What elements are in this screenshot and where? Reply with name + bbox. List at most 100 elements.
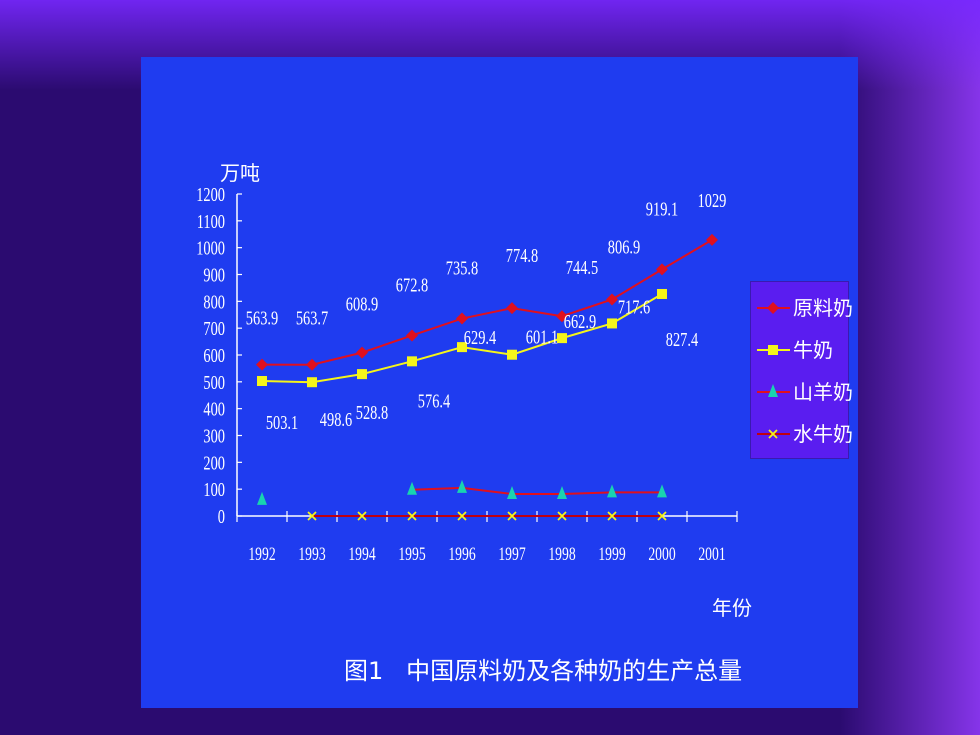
- series-2-point: [407, 356, 417, 367]
- y-tick-label: 800: [203, 290, 225, 313]
- data-label-series-1: 806.9: [608, 235, 640, 258]
- data-label-series-2: 576.4: [418, 389, 451, 412]
- data-label-series-2: 629.4: [464, 326, 497, 349]
- data-label-series-2: 827.4: [666, 328, 699, 351]
- x-marker-stroke: [768, 429, 778, 439]
- series-lines: [261, 239, 713, 517]
- data-label-series-1: 774.8: [506, 244, 539, 267]
- y-tick-label: 500: [203, 370, 225, 393]
- y-tick-label: 100: [203, 478, 225, 501]
- series-1-point: [556, 310, 568, 323]
- y-tick-label: 300: [203, 424, 225, 447]
- series-3-point: [557, 485, 567, 499]
- data-label-series-1: 608.9: [346, 292, 378, 315]
- legend-label: 水牛奶: [793, 422, 853, 446]
- legend-marker: [768, 384, 778, 397]
- series-4-point: [507, 511, 517, 521]
- series-3-point: [607, 484, 617, 498]
- data-label-series-1: 735.8: [446, 256, 479, 279]
- series-1-point: [706, 233, 718, 246]
- legend-label: 牛奶: [793, 338, 833, 362]
- data-label-series-1: 1029: [698, 189, 727, 212]
- x-tick-label: 1995: [398, 543, 425, 565]
- y-axis-label: 万吨: [220, 161, 260, 185]
- data-label-series-1: 563.9: [246, 306, 278, 329]
- x-tick-label: 1998: [548, 543, 575, 565]
- series-1-point: [256, 358, 268, 371]
- data-label-series-2: 662.9: [564, 310, 596, 333]
- series-1-point: [456, 312, 468, 325]
- series-2-point: [507, 349, 517, 360]
- legend-label: 山羊奶: [793, 380, 853, 404]
- x-marker-stroke: [607, 511, 617, 521]
- series-3-point: [657, 484, 667, 498]
- data-label-series-2: 601.1: [526, 325, 558, 348]
- y-tick-label: 600: [203, 344, 225, 367]
- series-1-point: [656, 263, 668, 276]
- series-1-point: [356, 346, 368, 359]
- chart-axes: 0 100 200 300 400 500 600 700 800 900 1000 1100 1200…: [196, 183, 738, 565]
- series-2-point: [307, 377, 317, 388]
- series-3-point: [257, 491, 267, 505]
- series-2-point: [257, 376, 267, 387]
- data-labels: 563.9 563.7 608.9 672.8 735.8 774.8 744.5 806.9…: [246, 189, 727, 434]
- y-tick-label: 700: [203, 317, 225, 340]
- x-marker-stroke: [457, 511, 467, 521]
- series-3-point: [507, 485, 517, 499]
- data-label-series-1: 744.5: [566, 256, 599, 279]
- series-4-point: [457, 511, 467, 521]
- data-label-series-2: 528.8: [356, 401, 389, 424]
- legend-marker: [768, 345, 778, 355]
- series-markers: [256, 233, 718, 521]
- x-tick-label: 1999: [598, 543, 625, 565]
- series-1-point: [306, 358, 318, 371]
- x-marker-stroke: [357, 511, 367, 521]
- series-4-point: [657, 511, 667, 521]
- x-tick-label: 1993: [298, 543, 325, 565]
- series-3-point: [407, 481, 417, 495]
- series-2-point: [657, 288, 667, 299]
- data-label-series-2: 498.6: [320, 408, 353, 431]
- series-line-1: [261, 239, 713, 366]
- series-4-point: [557, 511, 567, 521]
- series-4-point: [307, 511, 317, 521]
- legend-label: 原料奶: [793, 296, 853, 320]
- legend-marker: [767, 302, 779, 314]
- series-4-point: [357, 511, 367, 521]
- series-3-point: [457, 479, 467, 493]
- y-tick-label: 400: [203, 397, 225, 420]
- y-tick-label: 200: [203, 451, 225, 474]
- data-label-series-2: 503.1: [266, 411, 298, 434]
- x-marker-stroke: [657, 511, 667, 521]
- x-axis-label: 年份: [712, 596, 752, 620]
- series-2-point: [557, 333, 567, 344]
- x-marker-stroke: [557, 511, 567, 521]
- data-label-series-1: 919.1: [646, 197, 678, 220]
- data-label-series-2: 717.6: [618, 295, 651, 318]
- series-2-point: [357, 369, 367, 380]
- series-line-3: [411, 486, 662, 495]
- x-marker-stroke: [407, 511, 417, 521]
- series-1-point: [506, 302, 518, 315]
- x-marker-stroke: [307, 511, 317, 521]
- x-tick-label: 2000: [648, 543, 675, 565]
- series-2-point: [607, 318, 617, 329]
- y-tick-label: 1200: [196, 183, 225, 206]
- y-tick-label: 1000: [196, 236, 225, 259]
- x-marker-stroke: [507, 511, 517, 521]
- y-tick-label: 1100: [197, 209, 225, 232]
- x-tick-label: 1997: [498, 543, 525, 565]
- y-tick-label: 900: [203, 263, 225, 286]
- x-tick-label: 1996: [448, 543, 475, 565]
- series-4-point: [407, 511, 417, 521]
- series-1-point: [406, 329, 418, 342]
- y-tick-label: 0: [218, 505, 225, 528]
- chart-title: 图1 中国原料奶及各种奶的生产总量: [344, 657, 742, 685]
- legend-box: [750, 281, 849, 459]
- data-label-series-1: 563.7: [296, 306, 329, 329]
- x-tick-label: 2001: [698, 543, 725, 565]
- data-label-series-1: 672.8: [396, 273, 429, 296]
- series-4-point: [607, 511, 617, 521]
